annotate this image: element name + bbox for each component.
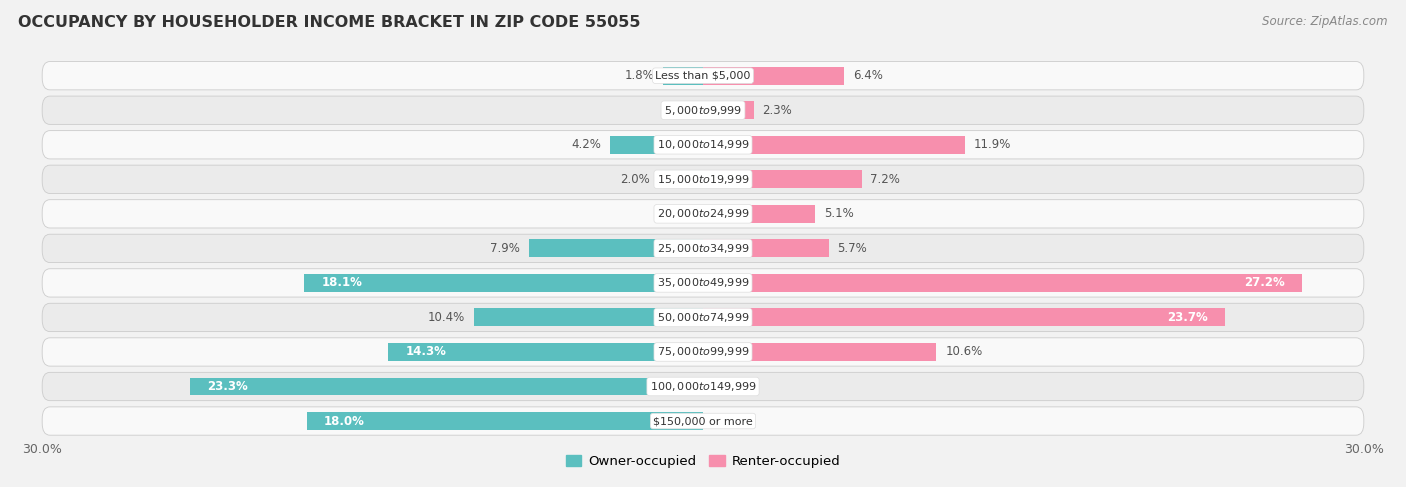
FancyBboxPatch shape bbox=[42, 61, 1364, 90]
Text: 14.3%: 14.3% bbox=[405, 345, 447, 358]
Text: $25,000 to $34,999: $25,000 to $34,999 bbox=[657, 242, 749, 255]
FancyBboxPatch shape bbox=[42, 407, 1364, 435]
Bar bbox=[703, 240, 828, 257]
Bar bbox=[190, 377, 703, 395]
Bar bbox=[703, 274, 1302, 292]
Bar bbox=[703, 170, 862, 188]
Text: $50,000 to $74,999: $50,000 to $74,999 bbox=[657, 311, 749, 324]
Bar bbox=[703, 101, 754, 119]
Text: 6.4%: 6.4% bbox=[853, 69, 883, 82]
Text: $75,000 to $99,999: $75,000 to $99,999 bbox=[657, 345, 749, 358]
Text: 5.7%: 5.7% bbox=[838, 242, 868, 255]
Bar bbox=[703, 343, 936, 361]
FancyBboxPatch shape bbox=[42, 338, 1364, 366]
Text: 4.2%: 4.2% bbox=[572, 138, 602, 151]
FancyBboxPatch shape bbox=[42, 131, 1364, 159]
Bar bbox=[529, 240, 703, 257]
Text: 7.9%: 7.9% bbox=[491, 242, 520, 255]
Text: 23.3%: 23.3% bbox=[207, 380, 247, 393]
Bar bbox=[304, 274, 703, 292]
Text: $10,000 to $14,999: $10,000 to $14,999 bbox=[657, 138, 749, 151]
FancyBboxPatch shape bbox=[42, 269, 1364, 297]
Bar bbox=[703, 205, 815, 223]
Text: $5,000 to $9,999: $5,000 to $9,999 bbox=[664, 104, 742, 117]
Text: 5.1%: 5.1% bbox=[824, 207, 853, 220]
Bar bbox=[659, 170, 703, 188]
Bar bbox=[664, 67, 703, 85]
Text: Source: ZipAtlas.com: Source: ZipAtlas.com bbox=[1263, 15, 1388, 28]
Bar bbox=[307, 412, 703, 430]
Text: 2.3%: 2.3% bbox=[762, 104, 792, 117]
Bar bbox=[703, 67, 844, 85]
FancyBboxPatch shape bbox=[42, 303, 1364, 332]
Text: 2.0%: 2.0% bbox=[620, 173, 650, 186]
FancyBboxPatch shape bbox=[42, 234, 1364, 262]
Text: 27.2%: 27.2% bbox=[1244, 277, 1285, 289]
Text: $150,000 or more: $150,000 or more bbox=[654, 416, 752, 426]
Bar bbox=[474, 308, 703, 326]
Text: $100,000 to $149,999: $100,000 to $149,999 bbox=[650, 380, 756, 393]
Text: $20,000 to $24,999: $20,000 to $24,999 bbox=[657, 207, 749, 220]
Text: 10.6%: 10.6% bbox=[945, 345, 983, 358]
Legend: Owner-occupied, Renter-occupied: Owner-occupied, Renter-occupied bbox=[560, 450, 846, 473]
Text: 0.0%: 0.0% bbox=[711, 414, 741, 428]
Bar bbox=[703, 136, 965, 154]
FancyBboxPatch shape bbox=[42, 373, 1364, 401]
Text: 23.7%: 23.7% bbox=[1167, 311, 1208, 324]
Text: Less than $5,000: Less than $5,000 bbox=[655, 71, 751, 81]
Bar bbox=[388, 343, 703, 361]
Text: 0.0%: 0.0% bbox=[665, 207, 695, 220]
Text: $35,000 to $49,999: $35,000 to $49,999 bbox=[657, 277, 749, 289]
FancyBboxPatch shape bbox=[42, 165, 1364, 193]
Text: 1.8%: 1.8% bbox=[624, 69, 655, 82]
Text: 18.1%: 18.1% bbox=[322, 277, 363, 289]
Bar bbox=[703, 308, 1225, 326]
Text: 0.0%: 0.0% bbox=[665, 104, 695, 117]
FancyBboxPatch shape bbox=[42, 96, 1364, 124]
Text: 0.0%: 0.0% bbox=[711, 380, 741, 393]
Text: 7.2%: 7.2% bbox=[870, 173, 900, 186]
Text: 11.9%: 11.9% bbox=[974, 138, 1011, 151]
Text: 18.0%: 18.0% bbox=[325, 414, 366, 428]
Text: $15,000 to $19,999: $15,000 to $19,999 bbox=[657, 173, 749, 186]
FancyBboxPatch shape bbox=[42, 200, 1364, 228]
Text: 10.4%: 10.4% bbox=[427, 311, 465, 324]
Text: OCCUPANCY BY HOUSEHOLDER INCOME BRACKET IN ZIP CODE 55055: OCCUPANCY BY HOUSEHOLDER INCOME BRACKET … bbox=[18, 15, 641, 30]
Bar bbox=[610, 136, 703, 154]
